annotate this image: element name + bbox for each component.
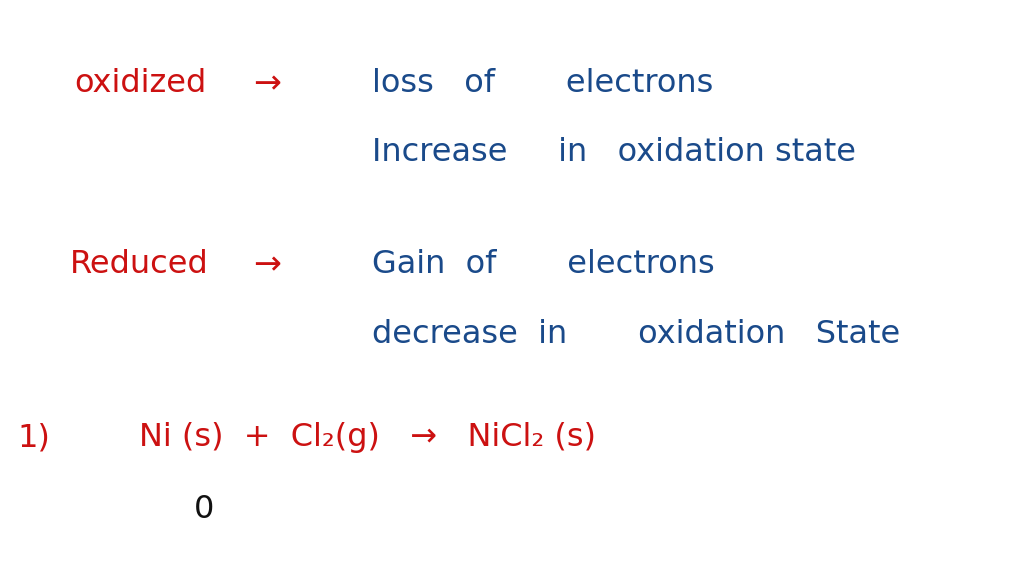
Text: →: → [253,67,281,100]
Text: loss   of       electrons: loss of electrons [372,68,714,99]
Text: Reduced: Reduced [70,249,208,281]
Text: Ni (s)  +  Cl₂(g)   →   NiCl₂ (s): Ni (s) + Cl₂(g) → NiCl₂ (s) [139,422,596,453]
Text: →: → [253,248,281,282]
Text: 1): 1) [17,422,51,453]
Text: oxidized: oxidized [75,68,207,99]
Text: Gain  of       electrons: Gain of electrons [372,249,715,281]
Text: decrease  in       oxidation   State: decrease in oxidation State [372,319,900,350]
Text: 0: 0 [194,494,214,525]
Text: Increase     in   oxidation state: Increase in oxidation state [372,137,856,168]
